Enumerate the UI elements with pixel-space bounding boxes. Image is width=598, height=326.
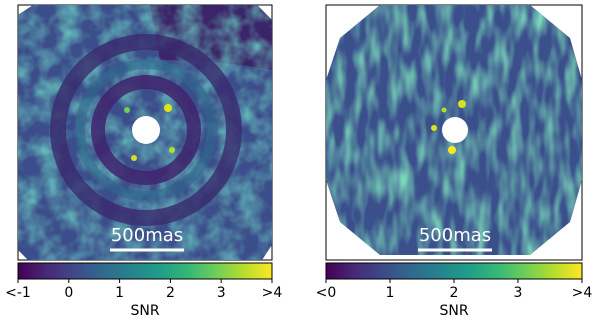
colorbar-tick-label: 1 [386,285,395,301]
colorbar-label: SNR [439,303,468,319]
colorbar-tick-label: <0 [316,285,337,301]
colorbar-label: SNR [130,303,159,319]
colorbar-tick-label: 3 [514,285,523,301]
snr-map [18,5,272,260]
snr-map [326,5,582,255]
colorbar-tick-label: 0 [64,285,73,301]
colorbar-tick-label: 3 [217,285,226,301]
scale-bar-label: 500mas [419,225,491,246]
colorbar-tick-label: <-1 [5,285,31,301]
colorbar-tick-label: >4 [572,285,593,301]
colorbar [325,262,583,280]
colorbar-tick-label: 2 [166,285,175,301]
colorbar [17,262,273,280]
scale-bar-label: 500mas [111,225,183,246]
colorbar-tick-label: 2 [450,285,459,301]
colorbar-tick-label: >4 [262,285,283,301]
colorbar-tick-label: 1 [115,285,124,301]
